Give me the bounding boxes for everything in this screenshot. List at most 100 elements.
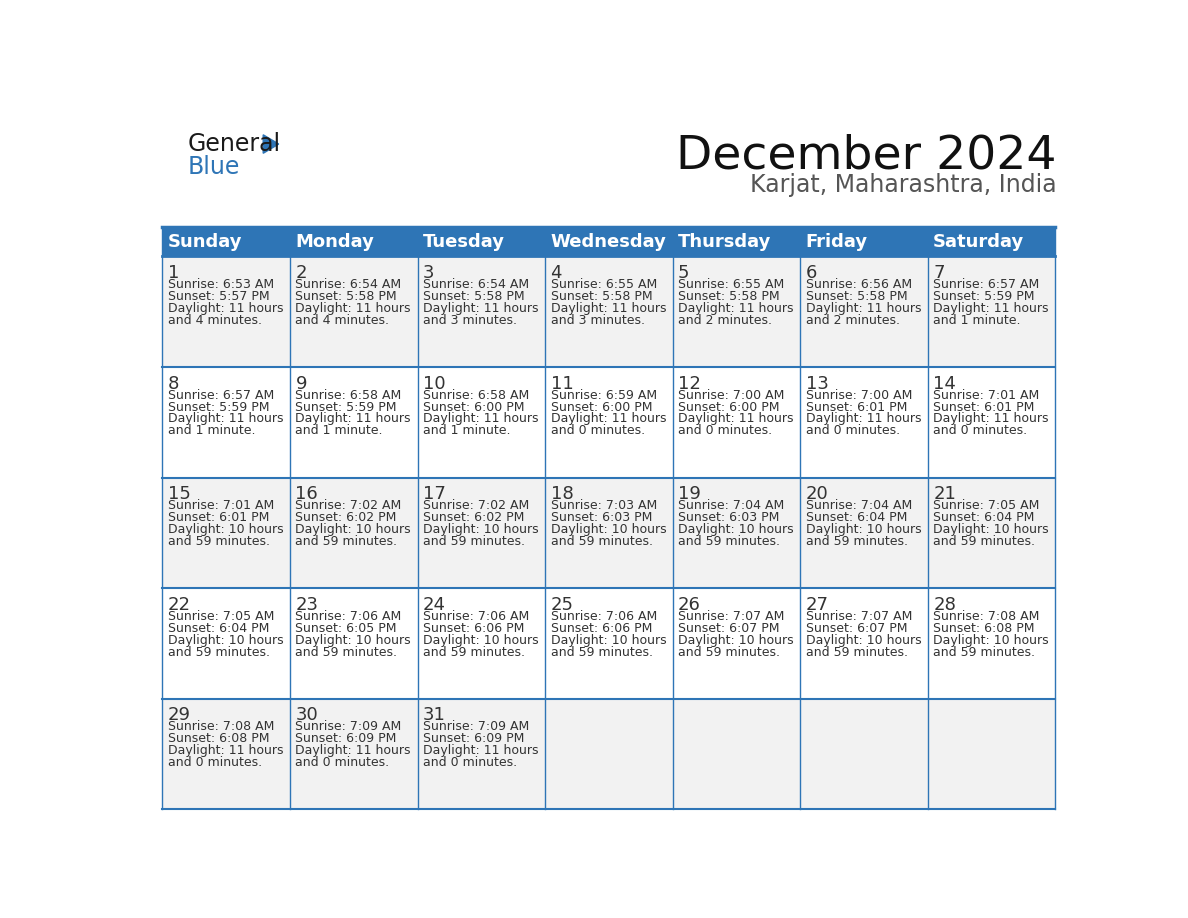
Text: 11: 11	[550, 375, 574, 393]
Text: Sunrise: 6:55 AM: Sunrise: 6:55 AM	[678, 278, 784, 291]
Text: Daylight: 11 hours: Daylight: 11 hours	[168, 744, 284, 757]
Text: Sunrise: 7:03 AM: Sunrise: 7:03 AM	[550, 499, 657, 512]
Text: 29: 29	[168, 707, 191, 724]
Text: Sunrise: 7:07 AM: Sunrise: 7:07 AM	[805, 610, 912, 622]
Text: Daylight: 10 hours: Daylight: 10 hours	[550, 633, 666, 646]
Bar	[672, 588, 801, 699]
Text: 23: 23	[296, 596, 318, 614]
Text: Daylight: 11 hours: Daylight: 11 hours	[678, 412, 794, 425]
Text: and 4 minutes.: and 4 minutes.	[168, 314, 261, 327]
Text: Sunset: 6:06 PM: Sunset: 6:06 PM	[423, 621, 524, 634]
Bar	[417, 699, 545, 810]
Bar	[163, 227, 290, 256]
Text: Sunrise: 7:02 AM: Sunrise: 7:02 AM	[296, 499, 402, 512]
Text: 2: 2	[296, 264, 307, 282]
Text: 8: 8	[168, 375, 179, 393]
Text: Friday: Friday	[805, 233, 867, 251]
Text: 30: 30	[296, 707, 318, 724]
Text: Sunrise: 6:53 AM: Sunrise: 6:53 AM	[168, 278, 274, 291]
Text: 13: 13	[805, 375, 828, 393]
Text: Sunset: 6:00 PM: Sunset: 6:00 PM	[678, 400, 779, 413]
Text: Sunset: 5:58 PM: Sunset: 5:58 PM	[805, 290, 908, 303]
Text: Sunset: 6:01 PM: Sunset: 6:01 PM	[805, 400, 906, 413]
Text: and 59 minutes.: and 59 minutes.	[933, 645, 1035, 658]
Bar	[163, 588, 290, 699]
Text: Sunset: 6:02 PM: Sunset: 6:02 PM	[423, 511, 524, 524]
Text: Sunrise: 7:09 AM: Sunrise: 7:09 AM	[296, 721, 402, 733]
Text: and 3 minutes.: and 3 minutes.	[423, 314, 517, 327]
Text: 3: 3	[423, 264, 435, 282]
Text: 14: 14	[933, 375, 956, 393]
Bar	[290, 227, 417, 256]
Text: Sunset: 6:09 PM: Sunset: 6:09 PM	[296, 733, 397, 745]
Text: Sunrise: 6:59 AM: Sunrise: 6:59 AM	[550, 388, 657, 401]
Text: and 59 minutes.: and 59 minutes.	[296, 645, 398, 658]
Bar	[545, 227, 672, 256]
Text: Daylight: 11 hours: Daylight: 11 hours	[423, 302, 538, 315]
Bar	[417, 588, 545, 699]
Text: Sunrise: 7:08 AM: Sunrise: 7:08 AM	[168, 721, 274, 733]
Text: Sunset: 6:01 PM: Sunset: 6:01 PM	[933, 400, 1035, 413]
Text: and 0 minutes.: and 0 minutes.	[168, 756, 263, 769]
Text: Monday: Monday	[296, 233, 374, 251]
Bar	[290, 367, 417, 477]
Text: and 59 minutes.: and 59 minutes.	[933, 535, 1035, 548]
Text: Sunset: 6:09 PM: Sunset: 6:09 PM	[423, 733, 524, 745]
Text: Sunset: 5:57 PM: Sunset: 5:57 PM	[168, 290, 270, 303]
Bar	[163, 256, 290, 367]
Bar	[163, 699, 290, 810]
Text: Sunrise: 6:56 AM: Sunrise: 6:56 AM	[805, 278, 911, 291]
Text: Daylight: 11 hours: Daylight: 11 hours	[423, 412, 538, 425]
Bar	[672, 256, 801, 367]
Text: 26: 26	[678, 596, 701, 614]
Bar	[928, 699, 1055, 810]
Text: Sunset: 6:05 PM: Sunset: 6:05 PM	[296, 621, 397, 634]
Text: Karjat, Maharashtra, India: Karjat, Maharashtra, India	[750, 174, 1057, 197]
Text: and 1 minute.: and 1 minute.	[933, 314, 1020, 327]
Text: Sunset: 6:07 PM: Sunset: 6:07 PM	[678, 621, 779, 634]
Text: Daylight: 10 hours: Daylight: 10 hours	[168, 633, 284, 646]
Bar	[801, 367, 928, 477]
Text: and 59 minutes.: and 59 minutes.	[550, 535, 652, 548]
Bar	[290, 588, 417, 699]
Text: 22: 22	[168, 596, 191, 614]
Bar	[928, 588, 1055, 699]
Text: and 0 minutes.: and 0 minutes.	[423, 756, 517, 769]
Text: and 2 minutes.: and 2 minutes.	[805, 314, 899, 327]
Text: 10: 10	[423, 375, 446, 393]
Text: 7: 7	[933, 264, 944, 282]
Text: Sunrise: 6:54 AM: Sunrise: 6:54 AM	[296, 278, 402, 291]
Text: 31: 31	[423, 707, 446, 724]
Text: Sunset: 6:02 PM: Sunset: 6:02 PM	[296, 511, 397, 524]
Text: General: General	[188, 131, 280, 156]
Text: Sunrise: 7:09 AM: Sunrise: 7:09 AM	[423, 721, 529, 733]
Text: Daylight: 10 hours: Daylight: 10 hours	[296, 523, 411, 536]
Text: and 1 minute.: and 1 minute.	[296, 424, 383, 437]
Text: and 59 minutes.: and 59 minutes.	[550, 645, 652, 658]
Text: and 0 minutes.: and 0 minutes.	[678, 424, 772, 437]
Bar	[163, 477, 290, 588]
Bar	[801, 227, 928, 256]
Text: Sunrise: 7:07 AM: Sunrise: 7:07 AM	[678, 610, 784, 622]
Text: 21: 21	[933, 486, 956, 503]
Text: Daylight: 11 hours: Daylight: 11 hours	[423, 744, 538, 757]
Text: and 4 minutes.: and 4 minutes.	[296, 314, 390, 327]
Text: Sunset: 6:00 PM: Sunset: 6:00 PM	[550, 400, 652, 413]
Text: 17: 17	[423, 486, 446, 503]
Text: 28: 28	[933, 596, 956, 614]
Text: December 2024: December 2024	[676, 133, 1057, 178]
Text: Sunrise: 6:55 AM: Sunrise: 6:55 AM	[550, 278, 657, 291]
Text: Sunset: 6:03 PM: Sunset: 6:03 PM	[678, 511, 779, 524]
Text: Daylight: 11 hours: Daylight: 11 hours	[296, 744, 411, 757]
Bar	[290, 699, 417, 810]
Text: Sunset: 6:01 PM: Sunset: 6:01 PM	[168, 511, 270, 524]
Text: Sunrise: 6:58 AM: Sunrise: 6:58 AM	[423, 388, 529, 401]
Text: and 59 minutes.: and 59 minutes.	[423, 645, 525, 658]
Bar	[801, 477, 928, 588]
Bar	[672, 699, 801, 810]
Text: and 59 minutes.: and 59 minutes.	[678, 645, 781, 658]
Text: Sunset: 6:08 PM: Sunset: 6:08 PM	[933, 621, 1035, 634]
Text: Sunset: 5:58 PM: Sunset: 5:58 PM	[678, 290, 779, 303]
Text: Daylight: 11 hours: Daylight: 11 hours	[933, 302, 1049, 315]
Bar	[672, 227, 801, 256]
